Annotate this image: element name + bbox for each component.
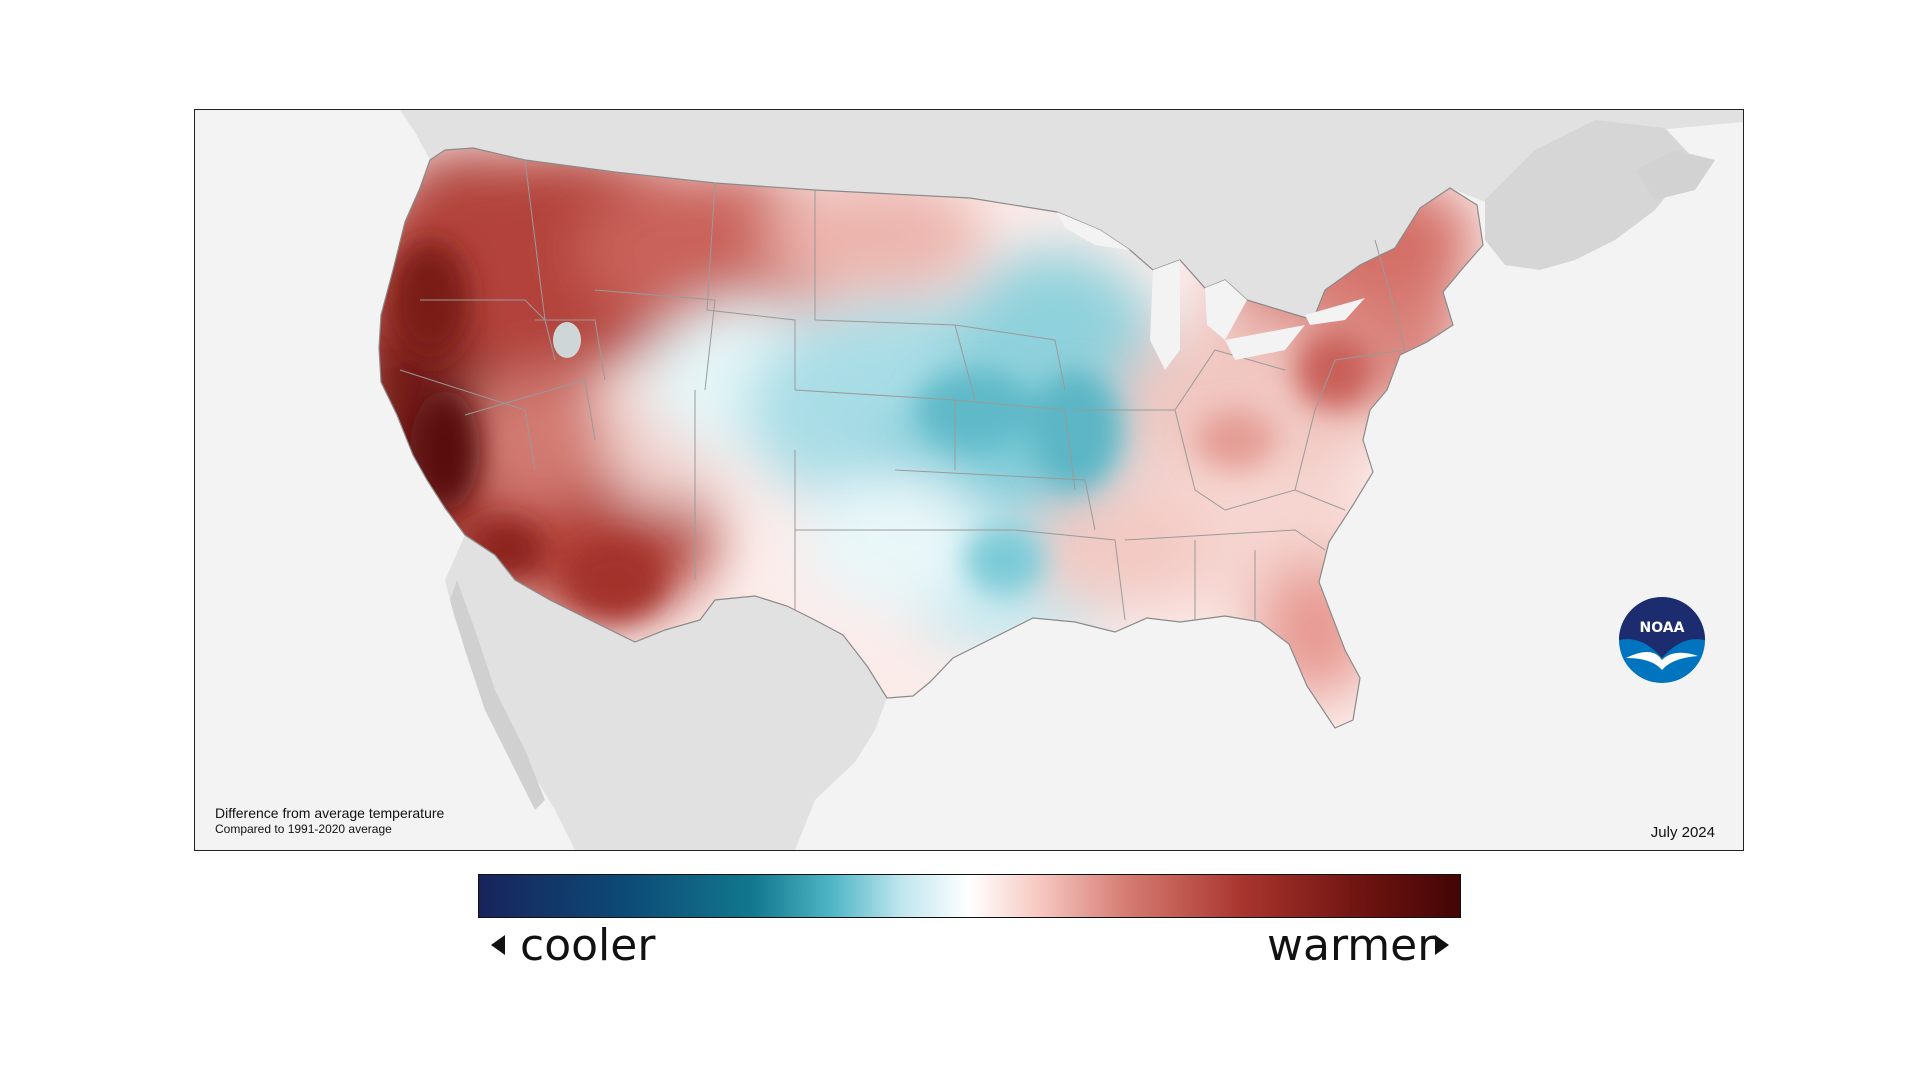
- noaa-logo-icon: NOAA: [1619, 597, 1705, 683]
- left-arrow-icon: [491, 935, 505, 955]
- cooler-label: cooler: [520, 920, 656, 971]
- warmer-label: warmer: [1267, 920, 1436, 971]
- color-scale-bar: [478, 874, 1461, 918]
- caption-main: Difference from average temperature: [215, 805, 445, 821]
- noaa-logo-text: NOAA: [1640, 620, 1685, 636]
- state-boundaries: [378, 147, 1484, 729]
- right-arrow-icon: [1435, 935, 1449, 955]
- map-caption: Difference from average temperature Comp…: [215, 805, 444, 837]
- date-label: July 2024: [1650, 824, 1715, 841]
- caption-sub: Compared to 1991-2020 average: [215, 822, 392, 836]
- surrounding-land: [400, 110, 1743, 850]
- temperature-anomaly-field: [379, 148, 1483, 728]
- us-temperature-anomaly-map: NOAA: [378, 110, 1743, 850]
- great-lakes: [553, 212, 1365, 370]
- map-panel: NOAA Difference from average temperature…: [194, 109, 1744, 851]
